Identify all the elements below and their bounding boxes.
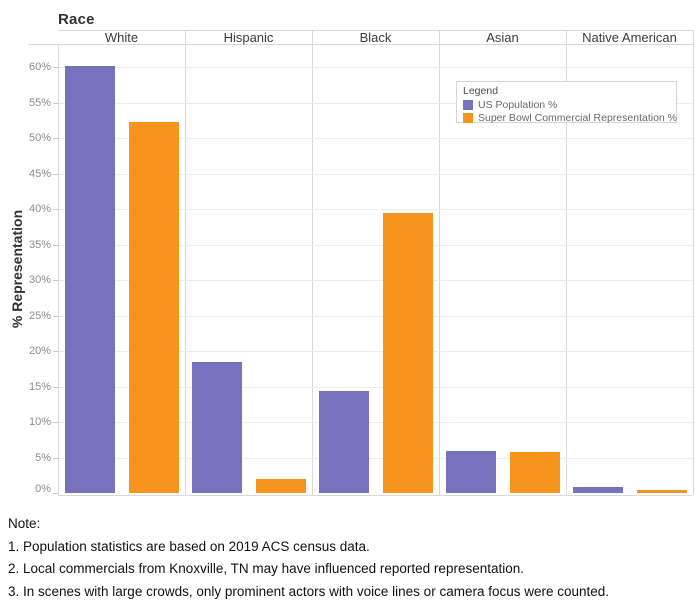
y-tick-label: 60% bbox=[28, 61, 51, 73]
bar-us-population-white bbox=[65, 66, 115, 493]
bar-super-bowl-commercial-representation-black bbox=[383, 213, 433, 493]
gridline bbox=[59, 209, 693, 210]
gridline bbox=[59, 351, 693, 352]
bar-super-bowl-commercial-representation-white bbox=[129, 122, 179, 493]
y-tick-mark bbox=[53, 422, 58, 423]
axis-bottom-rule bbox=[58, 495, 693, 496]
bar-super-bowl-commercial-representation-native-american bbox=[637, 490, 687, 493]
y-tick-mark bbox=[53, 316, 58, 317]
y-tick-label: 0% bbox=[35, 483, 51, 495]
legend-item-label: US Population % bbox=[478, 98, 558, 111]
gridline bbox=[59, 458, 693, 459]
category-label-asian: Asian bbox=[486, 30, 519, 45]
legend-item-super-bowl: Super Bowl Commercial Representation % bbox=[463, 111, 677, 124]
y-tick-label: 5% bbox=[35, 452, 51, 464]
legend-item-label: Super Bowl Commercial Representation % bbox=[478, 111, 678, 124]
notes: Note: 1. Population statistics are based… bbox=[8, 513, 609, 603]
y-tick-mark bbox=[53, 138, 58, 139]
gridline bbox=[59, 174, 693, 175]
y-tick-label: 55% bbox=[28, 97, 51, 109]
bar-super-bowl-commercial-representation-asian bbox=[510, 452, 560, 493]
y-tick-mark bbox=[53, 103, 58, 104]
column-divider bbox=[312, 29, 313, 495]
note-line: 1. Population statistics are based on 20… bbox=[8, 538, 370, 554]
bar-us-population-asian bbox=[446, 451, 496, 493]
gridline bbox=[59, 422, 693, 423]
header-bottom-rule bbox=[28, 43, 693, 45]
legend-item-us-population: US Population % bbox=[463, 98, 670, 111]
y-tick-label: 15% bbox=[28, 381, 51, 393]
legend-swatch-super-bowl bbox=[463, 112, 473, 123]
bar-us-population-native-american bbox=[573, 487, 623, 493]
chart-title: Race bbox=[58, 11, 95, 28]
gridline bbox=[59, 67, 693, 68]
gridline bbox=[59, 316, 693, 317]
y-tick-mark bbox=[53, 351, 58, 352]
y-tick-mark bbox=[53, 387, 58, 388]
legend-title: Legend bbox=[463, 85, 499, 97]
gridline bbox=[59, 103, 693, 104]
column-divider bbox=[185, 29, 186, 495]
legend-swatch-us-population bbox=[463, 99, 473, 110]
category-label-native-american: Native American bbox=[582, 30, 677, 45]
note-line: 2. Local commercials from Knoxville, TN … bbox=[8, 561, 524, 576]
y-tick-mark bbox=[53, 280, 58, 281]
y-tick-label: 30% bbox=[28, 274, 51, 286]
plot-left-border bbox=[58, 43, 59, 495]
y-tick-label: 50% bbox=[28, 132, 51, 144]
y-tick-label: 20% bbox=[28, 345, 51, 357]
column-divider bbox=[566, 29, 567, 495]
y-tick-mark bbox=[53, 174, 58, 175]
plot-right-border bbox=[693, 29, 694, 495]
bar-us-population-black bbox=[319, 391, 369, 493]
column-divider bbox=[439, 29, 440, 495]
gridline bbox=[59, 387, 693, 388]
gridline bbox=[59, 138, 693, 139]
y-tick-label: 45% bbox=[28, 168, 51, 180]
y-tick-label: 10% bbox=[28, 416, 51, 428]
category-label-black: Black bbox=[359, 30, 392, 45]
category-label-hispanic: Hispanic bbox=[223, 30, 274, 45]
bar-us-population-hispanic bbox=[192, 362, 242, 493]
gridline bbox=[59, 245, 693, 246]
y-tick-label: 25% bbox=[28, 310, 51, 322]
y-tick-label: 40% bbox=[28, 203, 51, 215]
note-line: Note: bbox=[8, 516, 41, 531]
y-tick-mark bbox=[53, 67, 58, 68]
y-tick-mark bbox=[53, 209, 58, 210]
y-tick-mark bbox=[53, 493, 58, 494]
legend: Legend US Population % Super Bowl Commer… bbox=[456, 81, 677, 124]
y-tick-mark bbox=[53, 458, 58, 459]
y-tick-label: 35% bbox=[28, 239, 51, 251]
note-line: 3. In scenes with large crowds, only pro… bbox=[8, 583, 610, 599]
category-label-white: White bbox=[104, 30, 139, 45]
y-tick-mark bbox=[53, 245, 58, 246]
gridline bbox=[59, 280, 693, 281]
bar-super-bowl-commercial-representation-hispanic bbox=[256, 479, 306, 493]
header-top-rule bbox=[58, 29, 693, 31]
